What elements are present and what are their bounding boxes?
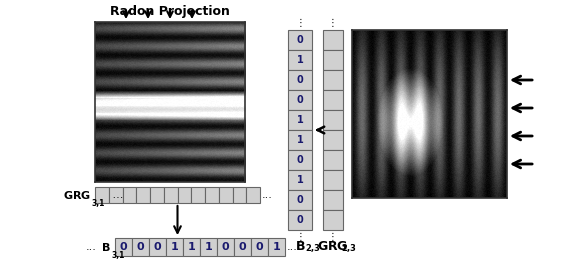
Bar — [166, 238, 183, 256]
Text: 1: 1 — [204, 242, 213, 252]
Bar — [323, 90, 343, 110]
Text: 0: 0 — [297, 95, 303, 105]
Text: ⋮: ⋮ — [295, 18, 305, 28]
Text: ...: ... — [86, 242, 97, 252]
Text: ...: ... — [287, 242, 298, 252]
Text: $\mathbf{GRG}$: $\mathbf{GRG}$ — [317, 240, 349, 253]
Bar — [323, 110, 343, 130]
Text: ...: ... — [109, 190, 123, 200]
Bar — [323, 190, 343, 210]
Bar — [323, 210, 343, 230]
Text: 0: 0 — [137, 242, 144, 252]
Text: 0: 0 — [297, 195, 303, 205]
Bar — [232, 187, 246, 203]
Text: 2,3: 2,3 — [305, 244, 320, 253]
Text: 1: 1 — [273, 242, 280, 252]
Text: 1: 1 — [297, 135, 303, 145]
Bar — [200, 238, 217, 256]
Text: 0: 0 — [297, 75, 303, 85]
Bar — [288, 150, 312, 170]
Bar — [109, 187, 123, 203]
Text: 1: 1 — [171, 242, 178, 252]
Bar — [288, 70, 312, 90]
Text: 1: 1 — [297, 175, 303, 185]
Text: $\mathbf{GRG}$: $\mathbf{GRG}$ — [63, 189, 91, 201]
Text: 0: 0 — [297, 155, 303, 165]
Text: 0: 0 — [256, 242, 263, 252]
Bar — [123, 187, 136, 203]
Bar — [288, 190, 312, 210]
Bar — [183, 238, 200, 256]
Bar — [178, 187, 191, 203]
Text: ⋮: ⋮ — [328, 18, 338, 28]
Text: 1: 1 — [297, 115, 303, 125]
Bar — [115, 238, 132, 256]
Text: 0: 0 — [222, 242, 230, 252]
Bar — [246, 187, 260, 203]
Text: ⋮: ⋮ — [328, 232, 338, 242]
Text: 0: 0 — [154, 242, 161, 252]
Text: 1: 1 — [187, 242, 196, 252]
Bar — [288, 110, 312, 130]
Text: 1: 1 — [297, 55, 303, 65]
Text: $\mathbf{B}$: $\mathbf{B}$ — [295, 240, 305, 253]
Bar — [288, 130, 312, 150]
Bar — [132, 238, 149, 256]
Bar — [323, 150, 343, 170]
Text: 0: 0 — [297, 35, 303, 45]
Bar — [288, 30, 312, 50]
Bar — [323, 70, 343, 90]
Text: 2,3: 2,3 — [341, 244, 356, 253]
Bar — [268, 238, 285, 256]
Bar — [136, 187, 150, 203]
Text: $\mathbf{B}$: $\mathbf{B}$ — [102, 241, 111, 253]
Text: ⋮: ⋮ — [295, 232, 305, 242]
Bar — [205, 187, 219, 203]
Bar — [150, 187, 164, 203]
Bar — [149, 238, 166, 256]
Bar — [191, 187, 205, 203]
Text: 0: 0 — [120, 242, 127, 252]
Bar — [234, 238, 251, 256]
Bar — [323, 50, 343, 70]
Bar — [288, 210, 312, 230]
Bar — [288, 90, 312, 110]
Text: 0: 0 — [297, 215, 303, 225]
Bar — [288, 170, 312, 190]
Text: 0: 0 — [239, 242, 246, 252]
Text: 3,1: 3,1 — [112, 251, 126, 260]
Text: Radon Projection: Radon Projection — [110, 5, 230, 18]
Bar — [219, 187, 232, 203]
Bar — [288, 50, 312, 70]
Bar — [323, 170, 343, 190]
Text: 3,1: 3,1 — [92, 199, 105, 208]
Bar — [251, 238, 268, 256]
Bar — [217, 238, 234, 256]
Bar — [323, 30, 343, 50]
Bar — [95, 187, 109, 203]
Text: ...: ... — [262, 190, 273, 200]
Bar — [164, 187, 178, 203]
Bar — [323, 130, 343, 150]
